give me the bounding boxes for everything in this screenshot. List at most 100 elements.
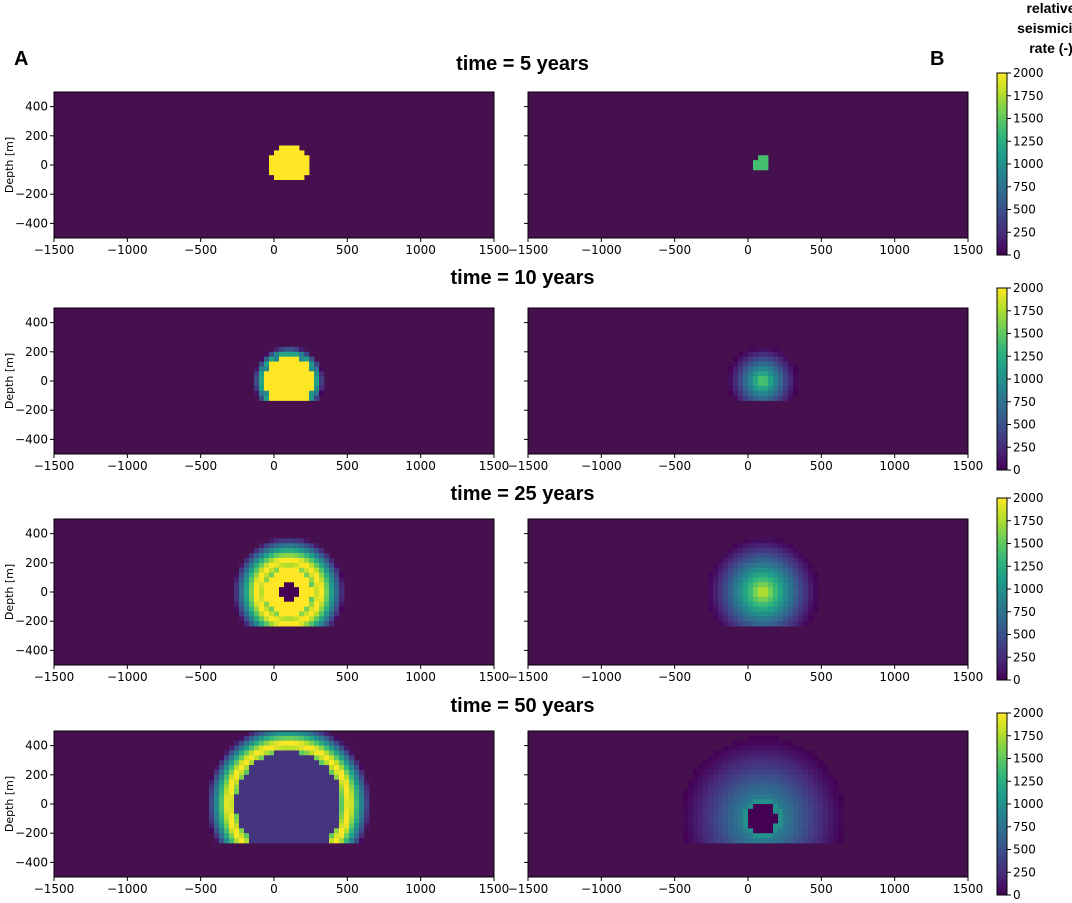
heatmap-cell [249,596,255,603]
heatmap-cell [304,799,310,805]
heatmap-panel-a: −1500 −1000 −500 0 500 1000 15004002000−200−40… [3,91,509,257]
heatmap-cell [763,804,769,810]
heatmap-cell [279,740,285,746]
heatmap-cell [294,381,300,387]
heatmap-cell [334,784,340,790]
heatmap-cell [304,577,310,583]
heatmap-cell [748,538,754,544]
heatmap-cell [743,828,749,834]
heatmap-cell [239,582,245,588]
heatmap-cell [803,799,809,805]
heatmap-cell [319,557,325,564]
heatmap-cell [269,582,275,588]
heatmap-cell [274,587,280,593]
heatmap-cell [763,160,769,166]
heatmap-cell [314,740,320,746]
heatmap-cell [294,765,300,771]
heatmap-cell [753,567,759,573]
heatmap-cell [219,838,225,844]
heatmap-cell [813,596,819,603]
heatmap-cell [274,611,280,617]
heatmap-cell [229,808,235,815]
heatmap-cell [778,833,784,839]
heatmap-cell [713,587,719,593]
x-tick-label: −1500 [34,243,75,257]
heatmap-cell [728,606,734,612]
heatmap-cell [319,548,325,554]
heatmap-cell [289,794,295,800]
heatmap-cell [229,784,235,790]
heatmap-cell [299,794,305,800]
heatmap-cell [793,557,799,564]
heatmap-cell [788,596,794,603]
heatmap-cell [768,592,774,598]
heatmap-cell [788,813,794,819]
heatmap-cell [808,799,814,805]
heatmap-cell [249,601,255,607]
heatmap-cell [259,356,265,362]
heatmap-cell [813,765,819,771]
heatmap-cell [713,611,719,617]
y-tick-label: 400 [25,316,48,330]
heatmap-cell [274,567,280,573]
heatmap-panel-b: −1500 −1000 −500 0 500 1000 1500 [508,518,983,684]
heatmap-cell [289,601,295,607]
heatmap-cell [309,828,315,834]
heatmap-cell [279,774,285,781]
heatmap-cell [793,779,799,785]
heatmap-cell [753,789,759,795]
heatmap-cell [274,804,280,810]
heatmap-cell [319,818,325,824]
heatmap-cell [763,621,769,627]
heatmap-cell [279,828,285,834]
heatmap-cell [299,804,305,810]
heatmap-cell [748,543,754,549]
heatmap-cell [813,789,819,795]
heatmap-cell [264,745,270,751]
heatmap-cell [284,346,290,353]
heatmap-cell [304,395,310,401]
heatmap-cell [219,769,225,776]
heatmap-cell [728,557,734,564]
heatmap-cell [314,735,320,742]
heatmap-cell [778,543,784,549]
heatmap-cell [783,789,789,795]
x-tick-label: −1500 [508,670,549,684]
heatmap-cell [244,557,250,564]
heatmap-cell [239,601,245,607]
heatmap-cell [234,813,240,819]
heatmap-cell [294,150,300,156]
heatmap-cell [798,779,804,785]
heatmap-cell [329,760,335,766]
heatmap-cell [259,789,265,795]
heatmap-cell [778,838,784,844]
heatmap-cell [793,371,799,377]
heatmap-cell [254,799,260,805]
heatmap-cell [269,543,275,549]
heatmap-cell [733,838,739,844]
colorbar-title-line: relative [1026,0,1072,16]
heatmap-cell [349,750,355,756]
heatmap-cell [788,774,794,781]
heatmap-cell [723,553,729,559]
heatmap-cell [753,592,759,598]
heatmap-cell [778,616,784,622]
heatmap-cell [813,769,819,776]
heatmap-cell [309,381,315,387]
heatmap-cell [254,818,260,824]
heatmap-cell [758,567,764,573]
heatmap-cell [339,823,345,829]
heatmap-cell [319,813,325,819]
heatmap-cell [818,799,824,805]
heatmap-cell [314,577,320,583]
heatmap-cell [818,838,824,844]
heatmap-cell [319,611,325,617]
heatmap-cell [254,823,260,829]
heatmap-cell [773,395,779,401]
heatmap-cell [294,543,300,549]
heatmap-cell [349,813,355,819]
heatmap-cell [354,828,360,834]
heatmap-cell [793,596,799,603]
heatmap-cell [264,562,270,569]
heatmap-cell [758,818,764,824]
